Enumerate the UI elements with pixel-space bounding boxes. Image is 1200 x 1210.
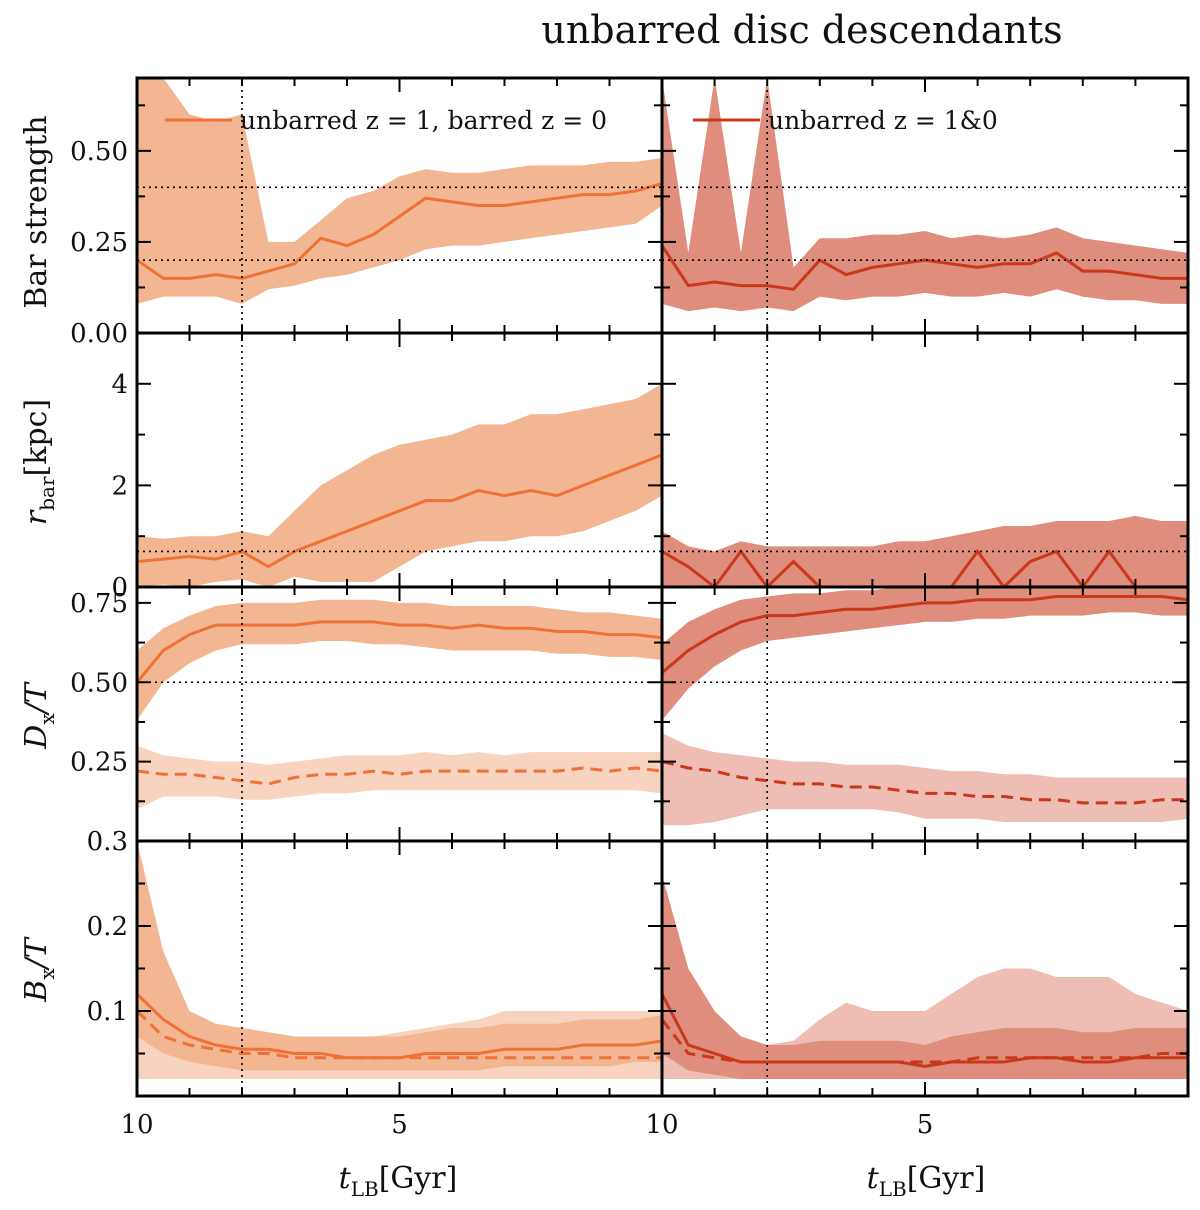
y-tick-label: 0.25 [70,748,128,778]
median-line [137,453,662,569]
median-secondary-line [137,766,662,786]
ylabel-bx-main: B [19,980,54,1003]
ylabel-dx-unit: /T [19,681,54,716]
y-tick-label: 0.25 [70,228,128,258]
band-primary [137,383,662,587]
median-line [662,244,1188,291]
panel-right-bx_t [662,875,1188,1079]
ylabel-dx-t: Dx/T [19,681,59,749]
xlabel-right-unit: [Gyr] [907,1161,986,1196]
panel-left-dx_t [137,599,662,810]
xlabel-left-unit: [Gyr] [379,1161,458,1196]
band-primary [137,841,662,1071]
x-tick-label: 5 [917,1110,934,1140]
median-line [662,595,1188,674]
panel-grid: 0.00 0.25 0.50 0 2 4 0.25 0.50 0.75 0.1 0.2 0.3 10 5 1… [70,76,1190,1140]
median-line [662,993,1188,1068]
panel-right-dx_t [662,587,1188,826]
band-primary [662,875,1188,1079]
median-line [137,182,662,280]
legend-right-label: unbarred z = 1&0 [768,106,998,135]
ylabel-r-bar-sub: bar [35,476,59,511]
ylabel-bx-t: Bx/T [19,936,59,1002]
xlabel-left-sub: LB [351,1177,379,1201]
y-tick-label: 0.2 [87,912,128,942]
y-tick-label: 0.50 [70,668,128,698]
xlabel-right: tLB[Gyr] [867,1161,986,1201]
y-tick-label: 0 [111,573,128,603]
median-line [137,620,662,684]
ylabel-dx-main: D [19,725,54,750]
y-tick-label: 4 [111,370,128,400]
panel-left-bar_strength [137,78,662,304]
xlabel-right-sub: LB [879,1177,907,1201]
x-tick-label: 10 [120,1110,153,1140]
figure-title: unbarred disc descendants [541,8,1062,52]
xlabel-left: tLB[Gyr] [339,1161,458,1201]
x-tick-label: 5 [391,1110,408,1140]
band-secondary [137,745,662,810]
y-tick-label: 2 [111,471,128,501]
panel-left-bx_t [137,841,662,1079]
panel-right-r_bar [662,515,1188,587]
median-secondary-line [662,760,1188,805]
y-tick-label: 0.50 [70,137,128,167]
band-secondary [662,733,1188,826]
band-primary [662,515,1188,587]
xlabel-left-main: t [339,1161,352,1196]
median-line [662,548,1188,587]
median-line [137,992,662,1060]
x-axis-labels: tLB[Gyr] tLB[Gyr] [339,1161,986,1201]
ylabel-dx-sub: x [35,713,59,725]
y-tick-label: 0.75 [70,589,128,619]
y-tick-label: 0.1 [87,997,128,1027]
panel-right-bar_strength [662,78,1188,312]
y-tick-label: 0.00 [70,319,128,349]
ylabel-r-bar-unit: [kpc] [19,399,54,477]
ylabel-bx-sub: x [35,968,59,980]
x-tick-label: 10 [645,1110,678,1140]
y-axis-labels: Bar strength rbar[kpc] Dx/T Bx/T [19,115,59,1002]
xlabel-right-main: t [867,1161,880,1196]
y-tick-label: 0.3 [87,827,128,857]
band-primary [137,599,662,721]
ylabel-r-bar: rbar[kpc] [19,399,59,525]
ylabel-bx-unit: /T [19,936,54,971]
ylabel-r-bar-main: r [19,509,54,525]
legends: unbarred z = 1, barred z = 0 unbarred z … [165,106,998,135]
band-primary [137,78,662,304]
legend-left-label: unbarred z = 1, barred z = 0 [240,106,607,135]
band-primary [662,587,1188,721]
ylabel-bar-strength: Bar strength [19,115,54,308]
panel-left-r_bar [137,383,662,587]
